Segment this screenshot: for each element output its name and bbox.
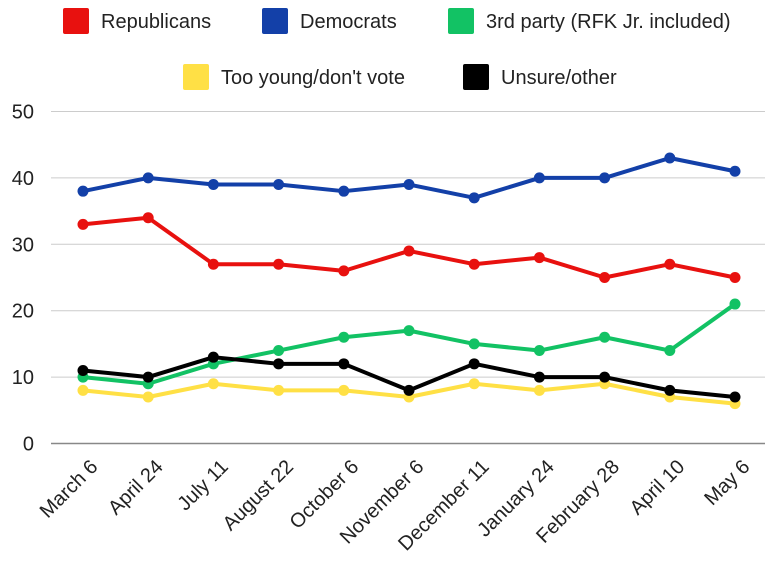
- data-point: [273, 384, 285, 396]
- data-point: [273, 179, 285, 191]
- data-point: [338, 331, 350, 343]
- data-point: [207, 179, 219, 191]
- data-point: [599, 371, 611, 383]
- data-point: [664, 345, 676, 357]
- legend-swatch: [183, 64, 209, 90]
- legend-swatch: [448, 8, 474, 34]
- data-point: [207, 351, 219, 363]
- series-democrats: [77, 152, 741, 204]
- data-point: [533, 371, 545, 383]
- data-point: [142, 172, 154, 184]
- legend-swatch: [463, 64, 489, 90]
- data-point: [468, 338, 480, 350]
- data-point: [77, 384, 89, 396]
- legend-item: Republicans: [63, 8, 211, 34]
- data-point: [273, 345, 285, 357]
- data-point: [533, 172, 545, 184]
- legend-item: 3rd party (RFK Jr. included): [448, 8, 731, 34]
- x-tick-label: March 6: [36, 456, 103, 523]
- data-point: [207, 258, 219, 270]
- data-point: [729, 165, 741, 177]
- data-point: [468, 378, 480, 390]
- data-point: [729, 298, 741, 310]
- series-lines: [77, 152, 741, 410]
- legend-item: Too young/don't vote: [183, 64, 405, 90]
- y-tick-label: 20: [12, 301, 34, 323]
- y-tick-label: 10: [12, 367, 34, 389]
- data-point: [468, 258, 480, 270]
- legend-label: 3rd party (RFK Jr. included): [486, 11, 731, 33]
- data-point: [207, 378, 219, 390]
- data-point: [77, 218, 89, 230]
- data-point: [403, 384, 415, 396]
- data-point: [142, 212, 154, 224]
- legend-label: Republicans: [101, 11, 211, 33]
- x-tick-label: August 22: [219, 456, 298, 535]
- y-tick-label: 40: [12, 168, 34, 190]
- data-point: [533, 252, 545, 264]
- y-tick-label: 30: [12, 234, 34, 256]
- data-point: [468, 358, 480, 370]
- y-tick-label: 0: [23, 434, 34, 456]
- legend-label: Too young/don't vote: [221, 67, 405, 89]
- data-point: [338, 185, 350, 197]
- data-point: [599, 172, 611, 184]
- data-point: [664, 384, 676, 396]
- legend: Republicans Democrats 3rd party (RFK Jr. i…: [63, 8, 731, 90]
- legend-item: Democrats: [262, 8, 397, 34]
- data-point: [599, 331, 611, 343]
- data-point: [533, 345, 545, 357]
- data-point: [664, 152, 676, 164]
- data-point: [338, 358, 350, 370]
- data-point: [664, 258, 676, 270]
- legend-label: Unsure/other: [501, 67, 617, 89]
- y-axis-ticks: 0 10 20 30 40 50: [12, 102, 34, 456]
- series-unsure-other: [77, 351, 741, 403]
- data-point: [142, 371, 154, 383]
- data-point: [403, 179, 415, 191]
- series-republicans: [77, 212, 741, 283]
- x-tick-label: July 11: [174, 456, 233, 515]
- data-point: [533, 384, 545, 396]
- data-point: [729, 391, 741, 403]
- legend-swatch: [262, 8, 288, 34]
- data-point: [273, 358, 285, 370]
- legend-swatch: [63, 8, 89, 34]
- data-point: [599, 272, 611, 283]
- data-point: [142, 391, 154, 403]
- x-tick-label: April 10: [626, 456, 690, 520]
- data-point: [273, 258, 285, 270]
- data-point: [77, 364, 89, 376]
- x-tick-label: April 24: [104, 456, 168, 520]
- legend-label: Democrats: [300, 11, 397, 33]
- data-point: [403, 325, 415, 337]
- data-point: [468, 192, 480, 204]
- x-tick-label: May 6: [700, 456, 754, 510]
- data-point: [403, 245, 415, 257]
- series-3rd-party-rfk-jr-included: [77, 298, 741, 390]
- data-point: [729, 272, 741, 283]
- data-point: [338, 265, 350, 277]
- y-tick-label: 50: [12, 102, 34, 124]
- legend-item: Unsure/other: [463, 64, 617, 90]
- series-line: [82, 302, 737, 386]
- data-point: [77, 185, 89, 197]
- data-point: [338, 384, 350, 396]
